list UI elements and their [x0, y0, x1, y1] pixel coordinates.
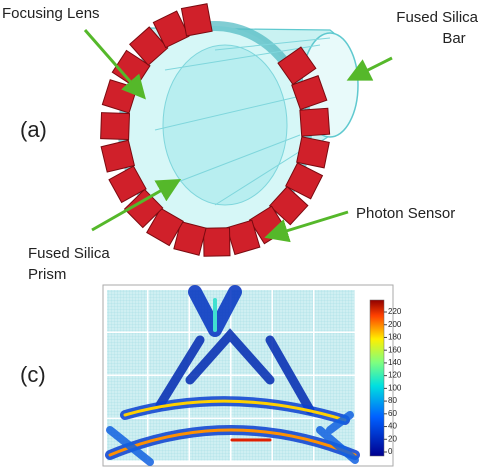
tick-label: 40: [388, 422, 397, 431]
tile: [107, 290, 147, 332]
tile: [315, 333, 355, 375]
label: Prism: [28, 266, 66, 283]
tile: [315, 290, 355, 332]
tick-label: 0: [388, 447, 393, 456]
tick-label: 80: [388, 396, 397, 405]
figure: Focusing Lens Fused Silica Bar (a) Photo…: [0, 0, 486, 469]
panel-label: (a): [20, 117, 47, 142]
label: Focusing Lens: [2, 5, 100, 22]
tick-label: 140: [388, 358, 402, 367]
sensor: [101, 113, 130, 140]
tile: [149, 290, 189, 332]
tick-label: 220: [388, 307, 402, 316]
tick-label: 100: [388, 383, 402, 392]
tick-label: 160: [388, 345, 402, 354]
label: Bar: [442, 30, 465, 47]
arrow: [352, 58, 392, 78]
colorbar: [370, 300, 384, 456]
sensor: [181, 4, 212, 36]
sensor: [300, 108, 330, 136]
panel-label: (c): [20, 362, 46, 387]
tile: [273, 290, 313, 332]
tile: [107, 333, 147, 375]
sensor: [297, 137, 330, 168]
sensor: [204, 228, 230, 256]
tick-label: 180: [388, 333, 402, 342]
label: Fused Silica: [28, 245, 110, 262]
tick-label: 120: [388, 371, 402, 380]
tick-label: 20: [388, 434, 397, 443]
tick-label: 200: [388, 320, 402, 329]
label: Photon Sensor: [356, 205, 455, 222]
tick-label: 60: [388, 409, 397, 418]
label: Fused Silica: [396, 9, 478, 26]
